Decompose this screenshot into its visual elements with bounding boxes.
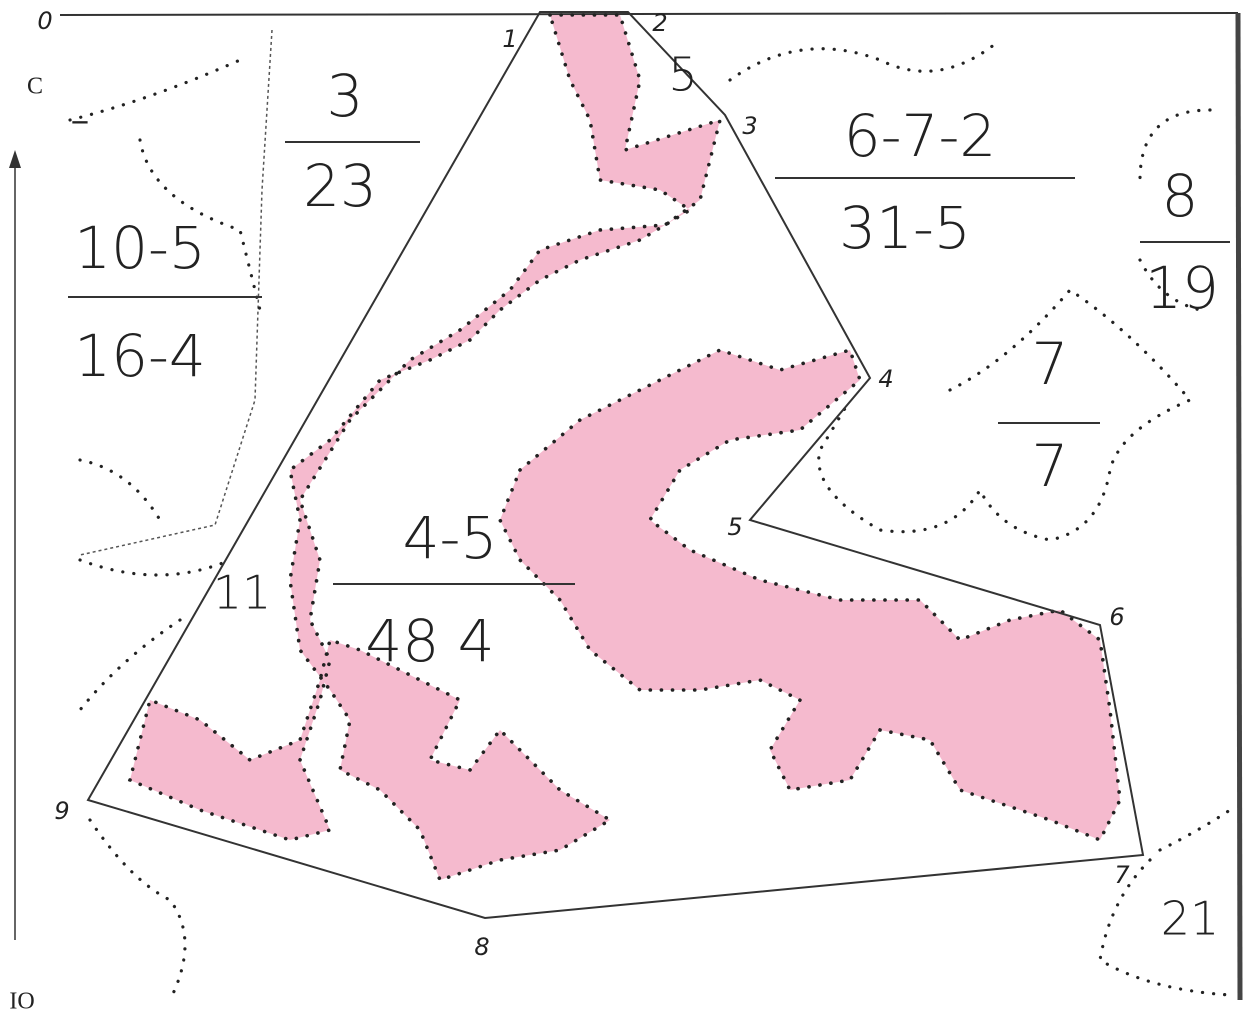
denominator: 19 <box>1145 254 1219 322</box>
dotted-path <box>68 58 262 312</box>
vertex-label: 2 <box>652 9 667 37</box>
number-label: 11 <box>213 566 272 620</box>
connected-shape <box>86 11 1145 920</box>
frame-right <box>1235 12 1243 1001</box>
dotted-path <box>728 38 1002 82</box>
vertex-label: 7 <box>1114 861 1130 889</box>
numerator: 7 <box>1032 330 1069 398</box>
vertex-label: 3 <box>742 112 757 140</box>
dotted-path <box>817 287 1193 542</box>
vertex-label: 5 <box>727 513 742 541</box>
numerator: 3 <box>327 62 364 130</box>
denominator: 31-5 <box>839 194 971 262</box>
faint-line <box>79 29 273 556</box>
numerator: 8 <box>1162 162 1199 230</box>
denominator: 16-4 <box>74 322 206 390</box>
vertex-label: 0 <box>37 7 52 35</box>
pink-region <box>127 13 723 883</box>
pink-region <box>498 347 1122 843</box>
numerator: 6-7-2 <box>844 102 997 170</box>
numerator: 4-5 <box>403 504 498 572</box>
axis-label: C <box>27 74 43 100</box>
denominator: 48 4 <box>365 607 494 675</box>
frame-top <box>59 12 1239 16</box>
vertex-label: 9 <box>54 797 69 825</box>
vertex-label: 6 <box>1109 603 1124 631</box>
axis-label: IO <box>9 989 34 1011</box>
vertex-label: 8 <box>474 933 489 961</box>
dotted-path <box>78 458 232 712</box>
vertex-label: 1 <box>502 25 517 53</box>
dash: - <box>70 84 91 152</box>
denominator: 23 <box>303 152 377 220</box>
denominator: 7 <box>1032 432 1069 500</box>
number-label: 5 <box>668 48 697 102</box>
numerator: 10-5 <box>74 214 206 282</box>
arrow-head <box>9 150 21 168</box>
dotted-path <box>1138 108 1212 312</box>
number-label: 21 <box>1161 892 1220 946</box>
vertex-label: 4 <box>878 365 893 393</box>
